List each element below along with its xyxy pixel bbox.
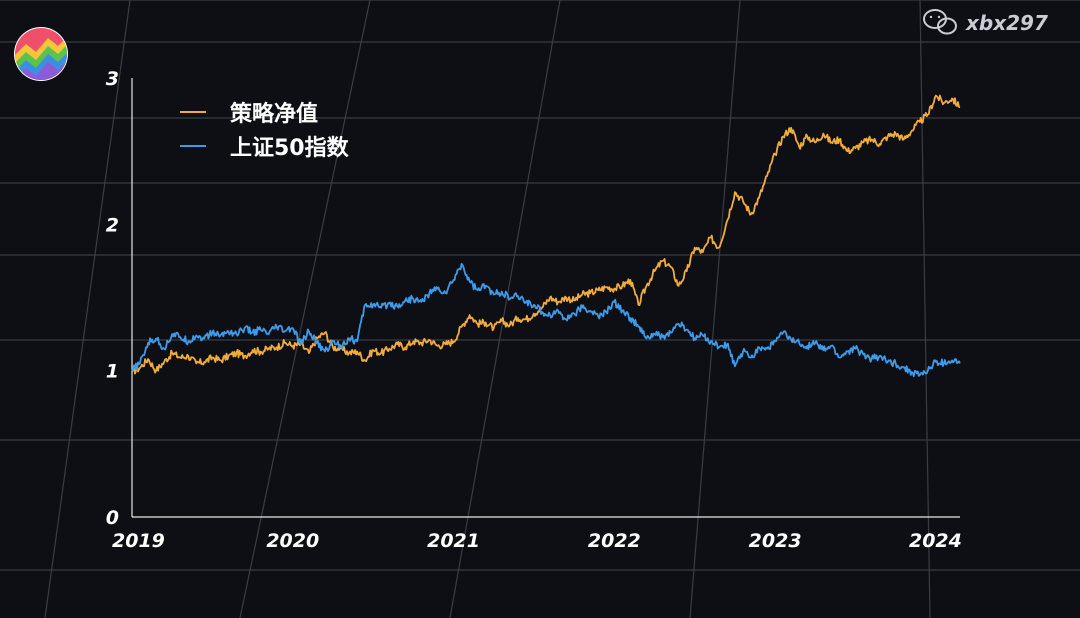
x-tick-label: 2024 [909,530,962,552]
y-tick-label: 3 [106,68,119,90]
grid-line-vertical [689,0,741,618]
legend-item: 策略净值 [180,101,318,127]
watermark-text: xbx297 [965,11,1048,35]
x-tick-label: 2022 [588,530,641,552]
wechat-icon [923,9,957,35]
logo-icon [14,27,68,81]
watermark: xbx297 [923,9,1048,35]
y-axis-ticks: 0 1 2 3 [106,68,119,529]
y-tick-label: 0 [106,507,119,529]
x-tick-label: 2021 [427,530,480,552]
grid-line-vertical [44,0,131,618]
legend-label: 策略净值 [230,101,318,127]
axes [131,78,960,518]
series-group [131,94,961,378]
grid-line-vertical [239,0,371,618]
series-line-2 [131,262,961,378]
x-tick-label: 2023 [749,530,802,552]
x-axis-ticks: 2019 2020 2021 2022 2023 2024 [112,530,962,552]
x-tick-label: 2019 [112,530,165,552]
series-line-1 [131,94,961,375]
y-tick-label: 2 [106,214,119,236]
legend-item: 上证50指数 [180,135,350,161]
grid-line-vertical [449,0,561,618]
legend-label: 上证50指数 [230,135,350,161]
grid-line-vertical [919,0,931,618]
y-tick-label: 1 [106,361,119,383]
x-tick-label: 2020 [266,530,319,552]
